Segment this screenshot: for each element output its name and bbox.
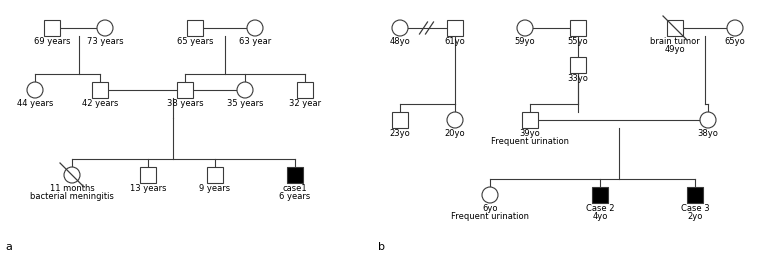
Text: 4yo: 4yo (592, 212, 608, 221)
Text: brain tumor: brain tumor (650, 37, 700, 46)
Text: Frequent urination: Frequent urination (491, 137, 569, 146)
Text: 69 years: 69 years (33, 37, 70, 46)
Circle shape (97, 20, 113, 36)
Text: Frequent urination: Frequent urination (451, 212, 529, 221)
Text: 11 months: 11 months (49, 184, 94, 193)
Text: case1: case1 (283, 184, 307, 193)
Text: 55yo: 55yo (568, 37, 588, 46)
Bar (44, 20, 60, 36)
Circle shape (517, 20, 533, 36)
Text: a: a (5, 242, 12, 252)
Bar (207, 167, 223, 183)
Text: 48yo: 48yo (390, 37, 410, 46)
Text: 20yo: 20yo (445, 129, 465, 138)
Text: Case 2: Case 2 (586, 204, 614, 213)
Text: 6yo: 6yo (483, 204, 498, 213)
Text: 35 years: 35 years (226, 99, 263, 108)
Circle shape (64, 167, 80, 183)
Text: b: b (378, 242, 385, 252)
Bar (522, 112, 538, 128)
Circle shape (482, 187, 498, 203)
Text: 61yo: 61yo (445, 37, 465, 46)
Text: 2yo: 2yo (687, 212, 703, 221)
Bar (187, 20, 203, 36)
Circle shape (247, 20, 263, 36)
Bar (570, 20, 586, 36)
Bar (667, 20, 683, 36)
Bar (92, 82, 108, 98)
Text: 59yo: 59yo (515, 37, 535, 46)
Text: 23yo: 23yo (390, 129, 410, 138)
Circle shape (700, 112, 716, 128)
Text: 38yo: 38yo (698, 129, 718, 138)
Circle shape (27, 82, 43, 98)
Bar (297, 82, 313, 98)
Bar (447, 20, 463, 36)
Text: 33yo: 33yo (568, 74, 588, 83)
Text: 49yo: 49yo (665, 45, 686, 54)
Bar (392, 112, 408, 128)
Text: 65 years: 65 years (177, 37, 214, 46)
Bar (687, 187, 703, 203)
Circle shape (237, 82, 253, 98)
Bar (177, 82, 193, 98)
Text: 44 years: 44 years (17, 99, 53, 108)
Bar (592, 187, 608, 203)
Text: 39yo: 39yo (520, 129, 540, 138)
Text: 65yo: 65yo (724, 37, 746, 46)
Text: 13 years: 13 years (130, 184, 166, 193)
Text: 6 years: 6 years (280, 192, 311, 201)
Circle shape (727, 20, 743, 36)
Text: bacterial meningitis: bacterial meningitis (30, 192, 114, 201)
Text: Case 3: Case 3 (681, 204, 709, 213)
Text: 73 years: 73 years (87, 37, 123, 46)
Circle shape (392, 20, 408, 36)
Text: 63 year: 63 year (239, 37, 271, 46)
Text: 38 years: 38 years (166, 99, 204, 108)
Bar (287, 167, 303, 183)
Text: 32 year: 32 year (289, 99, 321, 108)
Text: 42 years: 42 years (82, 99, 119, 108)
Text: 9 years: 9 years (199, 184, 230, 193)
Bar (140, 167, 156, 183)
Bar (570, 57, 586, 73)
Circle shape (447, 112, 463, 128)
